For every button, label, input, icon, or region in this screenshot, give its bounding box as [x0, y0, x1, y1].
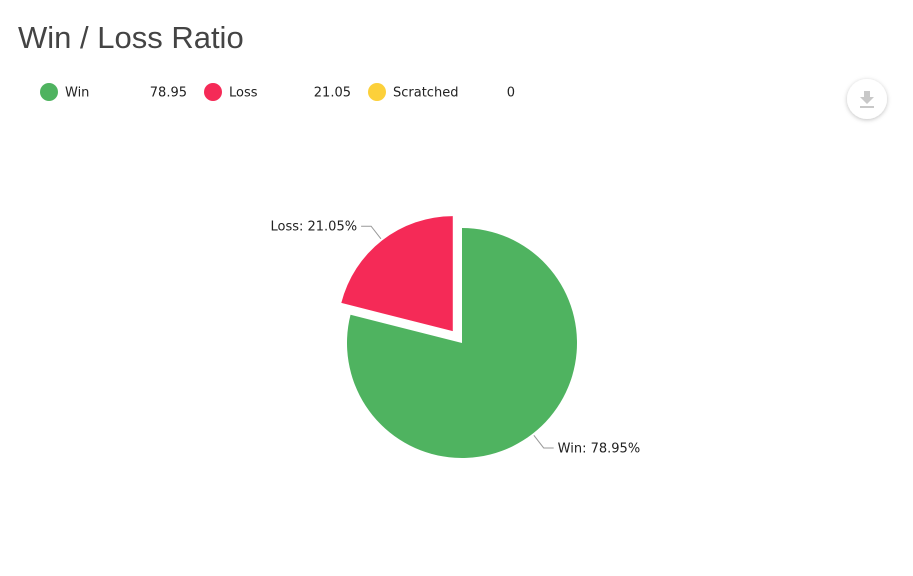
- leader-line: [533, 435, 554, 449]
- legend-label: Win: [65, 86, 89, 101]
- pie-slice: [341, 216, 453, 332]
- legend-value: 78.95: [150, 86, 187, 101]
- download-button[interactable]: [847, 79, 887, 119]
- legend-value: 21.05: [314, 86, 351, 101]
- pie-slice: [347, 228, 577, 458]
- data-label: Win: 78.95%: [558, 441, 641, 456]
- legend-marker: [368, 83, 386, 101]
- data-label: Loss: 21.05%: [270, 220, 357, 235]
- legend-marker: [204, 83, 222, 101]
- legend-label: Scratched: [393, 86, 458, 101]
- leader-line: [361, 225, 382, 240]
- legend-marker: [40, 83, 58, 101]
- legend-value: 0: [507, 86, 515, 101]
- chart-title: Win / Loss Ratio: [18, 20, 244, 55]
- legend-label: Loss: [229, 86, 258, 101]
